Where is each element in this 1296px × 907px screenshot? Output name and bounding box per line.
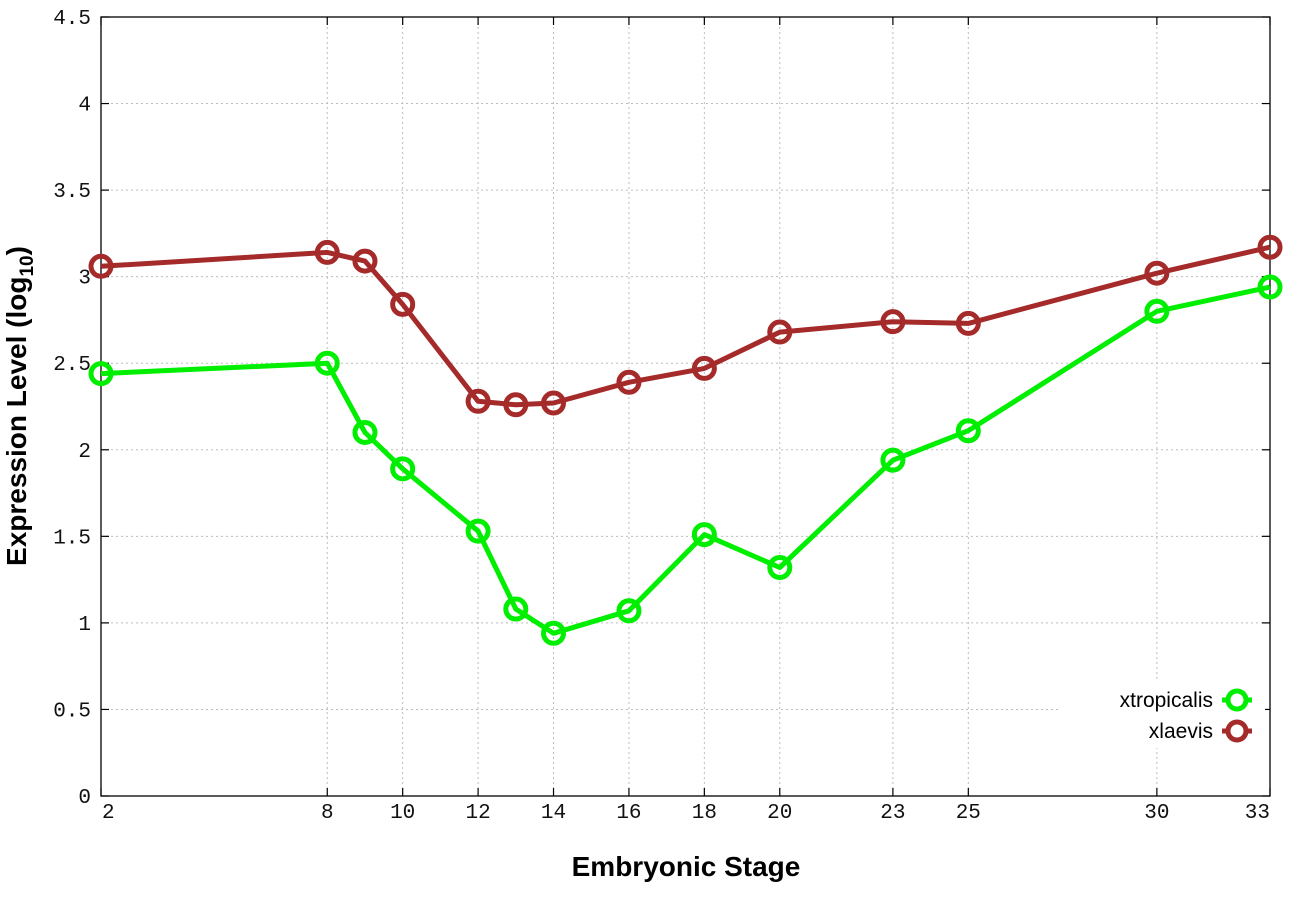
legend: xtropicalis xlaevis [1060, 680, 1265, 748]
y-tick-label: 1 [78, 614, 91, 637]
data-point-xtropicalis [352, 419, 378, 445]
x-tick-label: 10 [390, 802, 415, 825]
x-tick-label: 33 [1245, 802, 1270, 825]
axis-ticks: 0 0.5 1 1.5 2 2.5 3 3.5 4 4.5 2 8 10 12 14 16 18 20 23 25 30… [53, 8, 1271, 825]
y-axis-title-close: ) [1, 246, 32, 255]
data-point-xlaevis [767, 319, 793, 345]
data-point-xtropicalis [503, 596, 529, 622]
x-tick-label: 2 [102, 802, 115, 825]
data-point-xtropicalis [955, 418, 981, 444]
series-xlaevis [88, 234, 1283, 418]
legend-marker-xtropicalis [1225, 688, 1249, 712]
x-tick-label: 12 [465, 802, 490, 825]
x-tick-label: 14 [541, 802, 566, 825]
data-point-xtropicalis [1144, 298, 1170, 324]
legend-label-xlaevis: xlaevis [1149, 720, 1213, 743]
y-tick-label: 0 [78, 787, 91, 810]
x-tick-label: 30 [1144, 802, 1169, 825]
data-point-xtropicalis [880, 447, 906, 473]
series-lines [88, 234, 1283, 646]
y-axis-title: Expression Level (log10) [1, 246, 38, 566]
data-point-xtropicalis [390, 456, 416, 482]
series-xtropicalis [88, 274, 1283, 646]
y-tick-label: 2.5 [53, 354, 91, 377]
plot-frame [100, 16, 1271, 797]
y-tick-label: 2 [78, 441, 91, 464]
data-point-xtropicalis [691, 522, 717, 548]
data-point-xlaevis [314, 239, 340, 265]
x-tick-label: 20 [767, 802, 792, 825]
x-tick-label: 18 [692, 802, 717, 825]
data-point-xlaevis [1144, 260, 1170, 286]
data-point-xlaevis [616, 369, 642, 395]
x-tick-label: 25 [956, 802, 981, 825]
y-axis-title-main: Expression Level (log [1, 277, 32, 566]
series-line-xtropicalis [100, 284, 1271, 636]
data-point-xlaevis [880, 309, 906, 335]
data-point-xlaevis [503, 392, 529, 418]
data-point-xtropicalis [1257, 274, 1283, 300]
x-tick-label: 8 [321, 802, 334, 825]
x-tick-label: 23 [880, 802, 905, 825]
data-point-xlaevis [352, 248, 378, 274]
data-point-xtropicalis [465, 518, 491, 544]
x-tick-label: 16 [616, 802, 641, 825]
data-point-xlaevis [691, 355, 717, 381]
data-point-xtropicalis [88, 361, 114, 387]
grid-lines [101, 17, 1270, 796]
data-point-xlaevis [88, 253, 114, 279]
series-line-xlaevis [100, 244, 1271, 408]
data-point-xlaevis [465, 388, 491, 414]
x-axis-title: Embryonic Stage [572, 851, 801, 882]
y-tick-label: 1.5 [53, 527, 91, 550]
data-point-xtropicalis [616, 598, 642, 624]
data-point-xtropicalis [767, 554, 793, 580]
legend-marker-xlaevis [1225, 719, 1249, 743]
y-tick-label: 4 [78, 95, 91, 118]
y-tick-label: 3.5 [53, 181, 91, 204]
data-point-xlaevis [390, 291, 416, 317]
data-point-xtropicalis [314, 350, 340, 376]
data-point-xlaevis [955, 310, 981, 336]
data-point-xtropicalis [541, 620, 567, 646]
y-tick-label: 0.5 [53, 700, 91, 723]
y-tick-label: 4.5 [53, 8, 91, 31]
data-point-xlaevis [541, 390, 567, 416]
legend-label-xtropicalis: xtropicalis [1120, 689, 1213, 712]
data-point-xlaevis [1257, 234, 1283, 260]
y-tick-label: 3 [78, 268, 91, 291]
y-axis-title-subscript: 10 [17, 255, 38, 276]
